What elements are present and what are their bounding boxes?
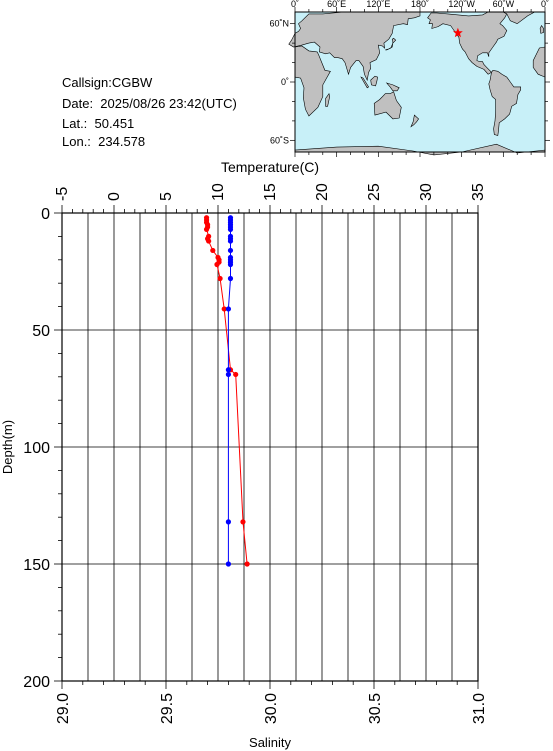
temperature-profile-line [206, 217, 248, 565]
map-longitude-label: 0˚ [541, 0, 549, 9]
temperature-data-point [214, 261, 220, 268]
depth-tick-label: 0 [41, 206, 50, 223]
map-longitude-label: 60˚W [493, 0, 515, 9]
salinity-data-point [227, 275, 234, 282]
depth-axis-label: Depth(m) [0, 420, 15, 474]
depth-tick-label: 100 [23, 440, 50, 457]
salinity-tick-label: 31.0 [471, 693, 488, 724]
salinity-tick-label: 29.5 [159, 693, 176, 724]
depth-tick-label: 150 [23, 557, 50, 574]
depth-tick-label: 200 [23, 674, 50, 691]
salinity-data-point [227, 238, 234, 244]
temperature-axis-label: Temperature(C) [221, 159, 319, 175]
temperature-tick-label: 25 [366, 183, 383, 201]
temperature-data-point [203, 226, 210, 232]
world-map: 0˚ 60˚E 120˚E 180˚ 120˚W 60˚W 0˚ 60˚N 0˚ 60˚S [269, 0, 550, 157]
temperature-data-point [206, 238, 212, 244]
landmass-sumatra [360, 76, 370, 89]
salinity-profile-line [227, 217, 231, 564]
salinity-data-point [225, 561, 231, 567]
salinity-data-point [225, 367, 231, 373]
salinity-data-point [225, 371, 231, 378]
longitude-label: Lon.: 234.578 [62, 134, 146, 149]
temperature-tick-label: 10 [210, 183, 227, 201]
temperature-data-point [217, 275, 223, 282]
salinity-tick-label: 30.0 [263, 693, 280, 724]
temperature-data-point [210, 247, 216, 254]
landmass-new-zealand [410, 114, 419, 128]
callsign-label: Callsign:CGBW [62, 75, 153, 90]
salinity-data-point [227, 226, 234, 232]
map-latitude-label: 60˚N [269, 19, 289, 29]
map-latitude-label: 60˚S [270, 135, 289, 145]
landmass-australia [373, 91, 402, 120]
temperature-tick-label: 30 [418, 183, 435, 201]
map-longitude-label: 0˚ [291, 0, 299, 9]
map-longitude-label: 120˚W [448, 0, 475, 9]
temperature-tick-label: 5 [158, 192, 175, 201]
salinity-tick-label: 29.0 [55, 693, 72, 724]
temperature-tick-label: 20 [314, 183, 331, 201]
salinity-axis-label: Salinity [249, 735, 291, 750]
temperature-data-point [240, 519, 246, 525]
date-label: Date: 2025/08/26 23:42(UTC) [62, 96, 237, 111]
map-longitude-label: 180˚ [411, 0, 429, 9]
temperature-tick-label: -5 [54, 187, 71, 201]
landmass-new-guinea [385, 82, 400, 92]
landmass-madagascar [325, 92, 331, 107]
map-longitude-label: 60˚E [327, 0, 346, 9]
landmass-africa [294, 45, 331, 117]
salinity-data-point [225, 519, 231, 525]
latitude-label: Lat.: 50.451 [62, 116, 135, 131]
temperature-tick-label: 15 [262, 183, 279, 201]
temperature-data-point [244, 561, 250, 567]
landmass-south-america [488, 69, 521, 136]
temperature-data-point [233, 371, 239, 378]
ts-profile-plot: -5 0 5 10 15 20 25 30 35 Temperature(C) 29.0 29.5 30… [0, 159, 488, 750]
map-longitude-label: 120˚E [366, 0, 390, 9]
landmass-japan [385, 37, 397, 51]
landmass-borneo [370, 75, 378, 87]
salinity-data-point [227, 261, 234, 268]
temperature-data-point [221, 306, 227, 312]
salinity-data-point [225, 306, 231, 312]
salinity-data-point [227, 247, 234, 254]
landmass-uk [539, 25, 544, 34]
station-marker-icon [453, 27, 463, 38]
depth-tick-label: 50 [32, 323, 50, 340]
temperature-tick-label: 0 [106, 192, 123, 201]
temperature-tick-label: 35 [470, 183, 487, 201]
map-latitude-label: 0˚ [281, 77, 289, 87]
salinity-tick-label: 30.5 [367, 693, 384, 724]
